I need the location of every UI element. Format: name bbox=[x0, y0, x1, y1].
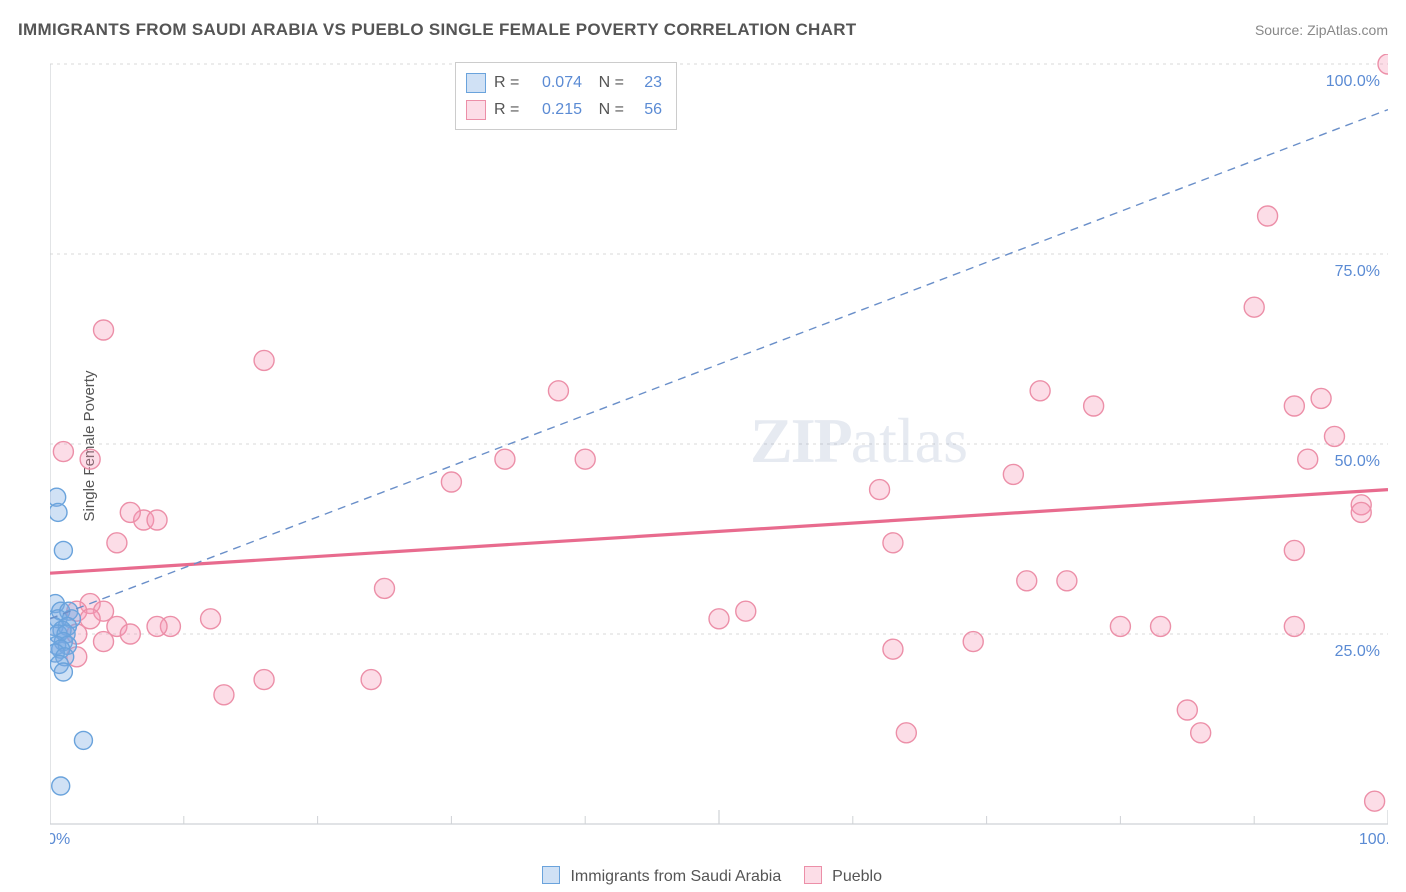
scatter-point-pink bbox=[147, 510, 167, 530]
scatter-point-pink bbox=[1177, 700, 1197, 720]
legend-n-label: N = bbox=[590, 96, 624, 123]
legend-r-label: R = bbox=[494, 69, 524, 96]
scatter-point-blue bbox=[52, 777, 70, 795]
scatter-point-pink bbox=[80, 449, 100, 469]
legend-r-value-pink: 0.215 bbox=[532, 96, 582, 123]
scatter-point-pink bbox=[147, 616, 167, 636]
y-tick-label: 100.0% bbox=[1326, 73, 1380, 90]
y-tick-label: 75.0% bbox=[1335, 263, 1380, 280]
correlation-legend: R = 0.074 N = 23 R = 0.215 N = 56 bbox=[455, 62, 677, 130]
scatter-point-pink bbox=[1258, 206, 1278, 226]
scatter-point-pink bbox=[254, 670, 274, 690]
legend-n-value-pink: 56 bbox=[632, 96, 662, 123]
scatter-plot-svg: 25.0% 50.0% 75.0% 100.0% 0.0% 100.0% bbox=[50, 54, 1388, 844]
scatter-point-pink bbox=[870, 480, 890, 500]
scatter-point-blue bbox=[54, 541, 72, 559]
plot-area: 25.0%50.0%75.0%100.0%0.0%100.0% ZIPatlas bbox=[50, 54, 1388, 844]
scatter-point-pink bbox=[1284, 540, 1304, 560]
legend-swatch-pink bbox=[466, 100, 486, 120]
scatter-point-blue bbox=[50, 503, 67, 521]
legend-r-label: R = bbox=[494, 96, 524, 123]
scatter-point-pink bbox=[1351, 502, 1371, 522]
scatter-point-pink bbox=[495, 449, 515, 469]
title-bar: IMMIGRANTS FROM SAUDI ARABIA VS PUEBLO S… bbox=[18, 20, 1388, 40]
trend-line bbox=[50, 110, 1388, 619]
scatter-point-pink bbox=[1151, 616, 1171, 636]
scatter-point-pink bbox=[1311, 388, 1331, 408]
legend-swatch-blue bbox=[466, 73, 486, 93]
y-tick-label: 50.0% bbox=[1335, 453, 1380, 470]
scatter-point-blue bbox=[54, 663, 72, 681]
legend-n-label: N = bbox=[590, 69, 624, 96]
scatter-point-pink bbox=[361, 670, 381, 690]
scatter-point-pink bbox=[1030, 381, 1050, 401]
scatter-point-pink bbox=[120, 502, 140, 522]
trend-line bbox=[50, 490, 1388, 574]
scatter-point-pink bbox=[883, 639, 903, 659]
scatter-point-pink bbox=[53, 442, 73, 462]
scatter-point-pink bbox=[709, 609, 729, 629]
scatter-point-pink bbox=[1191, 723, 1211, 743]
scatter-point-pink bbox=[94, 632, 114, 652]
scatter-point-pink bbox=[1284, 616, 1304, 636]
scatter-point-pink bbox=[120, 624, 140, 644]
scatter-point-pink bbox=[1003, 464, 1023, 484]
scatter-point-pink bbox=[1057, 571, 1077, 591]
scatter-point-pink bbox=[1017, 571, 1037, 591]
scatter-point-pink bbox=[1298, 449, 1318, 469]
scatter-point-blue bbox=[74, 731, 92, 749]
scatter-point-pink bbox=[1324, 426, 1344, 446]
legend-row-pink: R = 0.215 N = 56 bbox=[466, 96, 662, 123]
scatter-point-pink bbox=[1365, 791, 1385, 811]
scatter-point-pink bbox=[736, 601, 756, 621]
scatter-point-pink bbox=[1378, 54, 1388, 74]
scatter-point-pink bbox=[254, 350, 274, 370]
scatter-point-pink bbox=[107, 533, 127, 553]
scatter-point-pink bbox=[375, 578, 395, 598]
scatter-point-pink bbox=[214, 685, 234, 705]
scatter-point-pink bbox=[441, 472, 461, 492]
scatter-point-pink bbox=[548, 381, 568, 401]
scatter-point-pink bbox=[94, 320, 114, 340]
chart-title: IMMIGRANTS FROM SAUDI ARABIA VS PUEBLO S… bbox=[18, 20, 856, 40]
legend-label-pink: Pueblo bbox=[832, 868, 882, 885]
legend-swatch-blue bbox=[542, 866, 560, 884]
scatter-point-pink bbox=[963, 632, 983, 652]
scatter-point-pink bbox=[1084, 396, 1104, 416]
x-tick-label: 0.0% bbox=[50, 831, 70, 844]
legend-r-value-blue: 0.074 bbox=[532, 69, 582, 96]
scatter-point-pink bbox=[896, 723, 916, 743]
y-tick-label: 25.0% bbox=[1335, 643, 1380, 660]
scatter-point-pink bbox=[883, 533, 903, 553]
scatter-point-pink bbox=[1244, 297, 1264, 317]
scatter-point-pink bbox=[201, 609, 221, 629]
legend-row-blue: R = 0.074 N = 23 bbox=[466, 69, 662, 96]
source-label: Source: ZipAtlas.com bbox=[1255, 22, 1388, 38]
scatter-point-pink bbox=[575, 449, 595, 469]
scatter-point-pink bbox=[1284, 396, 1304, 416]
legend-label-blue: Immigrants from Saudi Arabia bbox=[570, 868, 781, 885]
legend-swatch-pink bbox=[804, 866, 822, 884]
scatter-point-pink bbox=[1110, 616, 1130, 636]
x-tick-label: 100.0% bbox=[1359, 831, 1388, 844]
legend-n-value-blue: 23 bbox=[632, 69, 662, 96]
series-legend: Immigrants from Saudi Arabia Pueblo bbox=[0, 866, 1406, 886]
